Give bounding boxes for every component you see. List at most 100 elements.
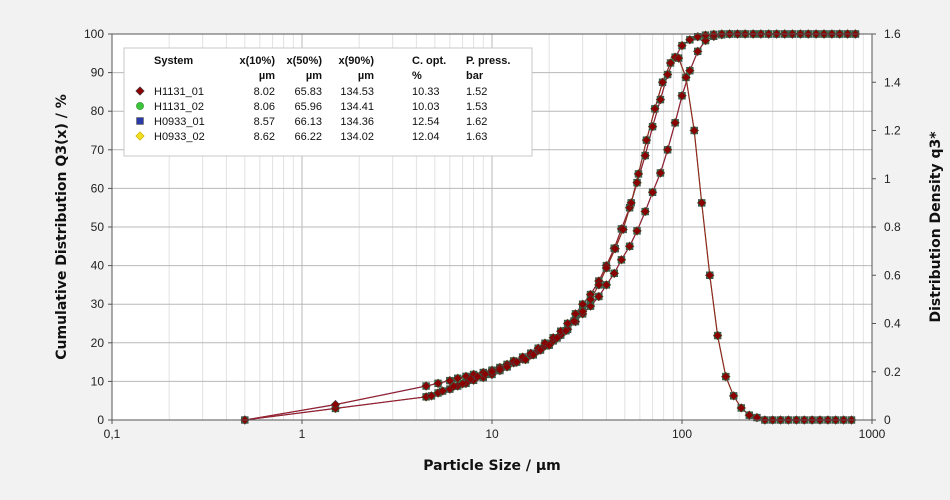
diamond-marker (609, 268, 619, 278)
legend-header: P. press. (466, 55, 510, 67)
diamond-marker (674, 53, 684, 63)
diamond-marker (665, 58, 676, 68)
legend-table: System x(10%) x(50%) x(90%) C. opt. P. press.… (123, 47, 533, 157)
diamond-marker (677, 91, 687, 101)
diamond-marker (512, 357, 522, 367)
diamond-marker (330, 399, 341, 410)
legend-cell: 1.52 (466, 86, 487, 98)
diamond-marker (502, 362, 512, 372)
diamond-marker (438, 386, 448, 396)
legend-box (123, 47, 533, 157)
diamond-marker (585, 294, 596, 304)
diamond-marker (480, 369, 490, 379)
diamond-marker (552, 333, 562, 343)
diamond-marker (578, 306, 588, 317)
legend-cell: H1131_02 (154, 101, 204, 113)
legend-cell: 1.63 (466, 131, 487, 143)
diamond-marker (655, 168, 666, 178)
legend-header: C. opt. (412, 55, 446, 67)
legend-unit: µm (358, 70, 374, 82)
y-left-tick-label: 10 (91, 374, 105, 388)
x-tick-label: 1000 (859, 427, 886, 441)
diamond-marker (618, 224, 628, 235)
diamond-marker (520, 355, 531, 365)
diamond-marker (535, 345, 546, 355)
x-tick-label: 0,1 (104, 427, 121, 441)
legend-cell: 12.54 (412, 116, 440, 128)
diamond-marker (569, 316, 579, 326)
diamond-marker (744, 410, 754, 420)
diamond-marker (670, 118, 680, 128)
diamond-marker (445, 376, 455, 386)
diamond-marker (657, 77, 668, 87)
diamond-marker (135, 131, 145, 141)
diamond-marker (677, 40, 687, 51)
legend-cell: 134.02 (340, 131, 374, 143)
circle-marker (136, 102, 144, 110)
legend-cell: 8.57 (254, 116, 275, 128)
diamond-marker (650, 104, 660, 114)
y-left-tick-label: 40 (91, 259, 105, 273)
diamond-marker (632, 226, 642, 236)
diamond-marker (465, 374, 476, 384)
diamond-marker (693, 32, 703, 42)
legend-cell: 134.41 (340, 101, 374, 113)
y-left-tick-label: 20 (91, 336, 105, 350)
legend-cell: 134.53 (340, 86, 374, 98)
y-left-tick-label: 80 (91, 104, 105, 118)
legend-cell: 65.83 (294, 86, 322, 98)
y-left-tick-label: 0 (97, 413, 104, 427)
diamond-marker (655, 94, 666, 105)
legend-cell: 134.36 (340, 116, 374, 128)
y-axis-left-title: Cumulative Distribution Q3(x) / % (54, 94, 70, 359)
diamond-marker (421, 381, 431, 391)
diamond-marker (705, 270, 715, 280)
diamond-marker (681, 72, 691, 83)
x-axis-title: Particle Size / µm (423, 458, 560, 474)
diamond-marker (662, 145, 673, 155)
diamond-marker (693, 46, 703, 56)
diamond-marker (487, 367, 497, 377)
y-left-tick-label: 50 (91, 220, 105, 234)
legend-cell: 8.62 (254, 131, 275, 143)
legend-cell: 10.33 (412, 86, 440, 98)
diamond-marker (495, 364, 505, 374)
x-tick-label: 100 (672, 427, 692, 441)
x-tick-label: 1 (299, 427, 306, 441)
diamond-marker (610, 244, 620, 254)
diamond-marker (640, 206, 650, 217)
diamond-marker (700, 35, 711, 46)
legend-cell: 1.53 (466, 101, 487, 113)
diamond-marker (528, 350, 538, 360)
diamond-marker (647, 187, 658, 197)
y-right-tick-label: 0.8 (884, 220, 901, 234)
y-left-tick-label: 60 (91, 181, 105, 195)
legend-cell: 12.04 (412, 131, 440, 143)
legend-unit: µm (259, 70, 275, 82)
diamond-marker (457, 379, 468, 389)
diamond-marker (561, 326, 571, 336)
diamond-marker (426, 391, 437, 401)
diamond-marker (662, 69, 673, 80)
y-right-tick-label: 1 (884, 172, 891, 186)
y-right-tick-label: 0 (884, 413, 891, 427)
diamond-marker (472, 371, 483, 382)
y-axis-right-title: Distribution Density q3* (928, 131, 944, 323)
legend-cell: 66.22 (294, 131, 322, 143)
x-tick-label: 10 (485, 427, 499, 441)
tick-labels: 0,1 1 10 100 1000010203040506070809010000.20… (84, 27, 901, 441)
legend-header: x(10%) (240, 55, 276, 67)
square-marker (136, 117, 144, 125)
y-right-tick-label: 0.4 (884, 317, 901, 331)
diamond-marker (641, 135, 652, 145)
legend-cell: 1.62 (466, 116, 487, 128)
legend-cell: 8.02 (254, 86, 275, 98)
diamond-marker (633, 169, 644, 179)
diamond-marker (729, 391, 739, 401)
y-right-tick-label: 1.2 (884, 124, 901, 138)
y-right-tick-label: 1.4 (884, 75, 901, 89)
diamond-marker (453, 373, 463, 383)
legend-header: System (154, 55, 193, 67)
y-right-tick-label: 0.2 (884, 365, 901, 379)
